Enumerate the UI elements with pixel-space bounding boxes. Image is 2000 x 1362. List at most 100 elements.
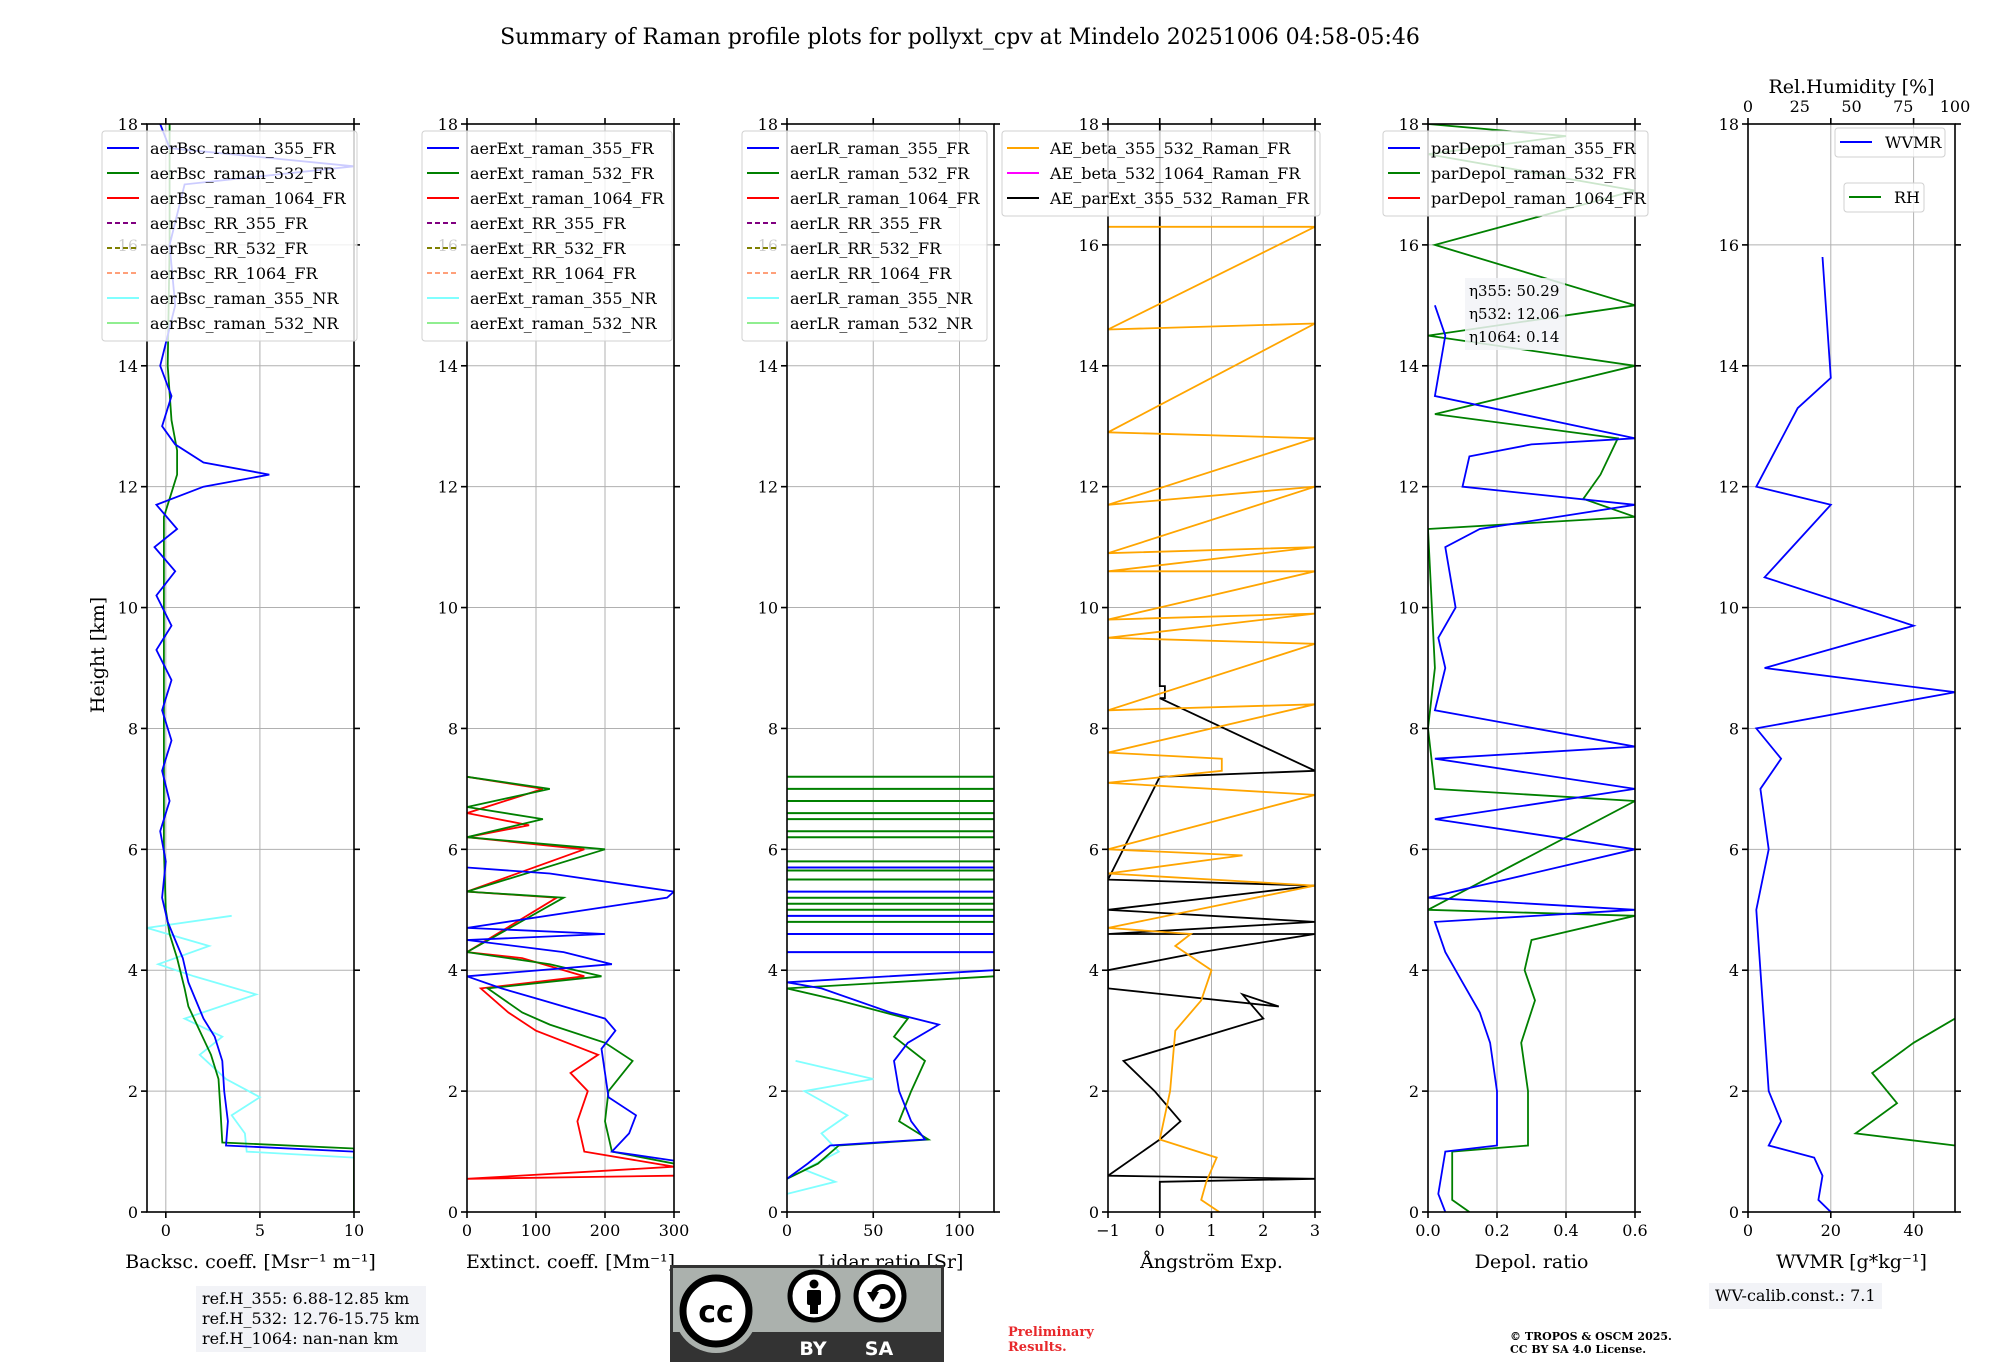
legend-label: AE_parExt_355_532_Raman_FR [1049,189,1310,208]
x-tick-label: 0.0 [1415,1221,1440,1240]
panel-wvmr: 0 20 40 0 2 4 6 8 10 12 14 16 18 WVMR [g*kg⁻¹] 0 25 50 75… [1719,76,1971,1273]
x-tick-label: 2 [1258,1221,1268,1240]
y-tick-label: 10 [438,599,458,618]
legend-label: aerExt_raman_532_FR [470,164,655,183]
attribution-person-icon [787,1269,841,1323]
y-tick-label: 14 [1719,357,1739,376]
license-by-label: BY [799,1338,826,1360]
series-aerLR_raman_355_NR [787,1060,874,1195]
y-tick-label: 18 [1719,115,1739,134]
y-tick-label: 18 [758,115,778,134]
axes-frame [1427,123,1636,1213]
cc-logo-text: cc [698,1295,734,1330]
y-tick-label: 4 [768,961,778,980]
y-tick-label: 18 [438,115,458,134]
legend-box [1834,127,1946,158]
y-tick-label: 0 [128,1203,138,1222]
y-tick-label: 8 [768,719,778,738]
x-tick-label: 20 [1821,1221,1841,1240]
x-tick-label: 300 [659,1221,690,1240]
x-tick-label: 0.2 [1484,1221,1509,1240]
ref-height-532: ref.H_532: 12.76-15.75 km [202,1309,420,1328]
plot-area [147,124,354,1212]
y-tick-label: 0 [1089,1203,1099,1222]
y-tick-label: 8 [1729,719,1739,738]
x-tick-label: 0 [1743,1221,1753,1240]
legend-label: aerExt_raman_1064_FR [470,189,665,208]
legend-label: WVMR [1885,133,1942,152]
legend-box [421,130,673,342]
legend-label: aerExt_raman_532_NR [470,314,658,333]
legend-label: aerExt_RR_1064_FR [470,264,637,283]
y-tick-label: 0 [768,1203,778,1222]
annotation-box [1465,278,1565,350]
legend-box [741,130,988,342]
y-tick-label: 4 [448,961,458,980]
y-tick-label: 10 [118,599,138,618]
x-axis-label: Extinct. coeff. [Mm⁻¹] [466,1251,675,1273]
legend-label: parDepol_raman_1064_FR [1431,189,1647,208]
preliminary-results-note: Preliminary Results. [1008,1325,1094,1355]
ref-height-355: ref.H_355: 6.88-12.85 km [202,1289,410,1308]
y-tick-label: 4 [1089,961,1099,980]
y-tick-label: 10 [758,599,778,618]
series-AE_parExt_355_532_Raman_FR [1108,124,1315,1212]
y-tick-label: 2 [448,1082,458,1101]
legend-rh: RH [1843,182,1925,213]
y-tick-label: 12 [1079,478,1099,497]
annotation-line: η1064: 0.14 [1469,328,1559,346]
legend-label: aerExt_raman_355_FR [470,139,655,158]
x-tick-label: 3 [1310,1221,1320,1240]
legend-label: aerLR_raman_532_FR [790,164,970,183]
y-tick-label: 8 [448,719,458,738]
x-tick-label: 50 [863,1221,883,1240]
y-tick-label: 12 [1399,478,1419,497]
copyright-line-2: CC BY SA 4.0 License. [1510,1343,1647,1356]
legend-label: aerBsc_raman_355_NR [150,289,339,308]
x-tick-label: 100 [944,1221,975,1240]
legend-label: aerBsc_RR_532_FR [150,239,308,258]
legend-box [1001,130,1321,217]
legend-label: aerLR_RR_1064_FR [790,264,952,283]
x-axis-label: Depol. ratio [1475,1251,1589,1273]
y-tick-label: 10 [1719,599,1739,618]
legend-label: aerExt_raman_355_NR [470,289,658,308]
secondary-x-axis-label: Rel.Humidity [%] [1768,76,1934,98]
preliminary-line-1: Preliminary [1008,1325,1094,1340]
y-tick-label: 4 [1409,961,1419,980]
x-tick-label: 0 [161,1221,171,1240]
series-aerLR_raman_532_FR [787,975,994,1180]
y-tick-label: 12 [1719,478,1739,497]
secondary-x-tick-label: 0 [1743,97,1753,116]
y-tick-label: 6 [1729,840,1739,859]
legend-label: aerExt_RR_355_FR [470,214,627,233]
legend-label: aerBsc_RR_355_FR [150,214,308,233]
series-AE_beta_355_532_Raman_FR [1108,225,1315,1212]
ref-height-1064: ref.H_1064: nan-nan km [202,1329,399,1348]
legend-label: aerLR_raman_532_NR [790,314,973,333]
cc-by-sa-license-badge: cc BY SA [670,1265,944,1362]
series-parDepol_raman_355_FR [1428,305,1635,1212]
legend-label: AE_beta_355_532_Raman_FR [1049,139,1291,158]
x-tick-label: 5 [255,1221,265,1240]
series-parDepol_raman_532_FR [1428,124,1635,1212]
legend-box [1382,130,1649,217]
y-tick-label: 0 [1409,1203,1419,1222]
y-tick-label: 2 [1409,1082,1419,1101]
panel-lidar-ratio: 050100024681012141618Lidar ratio [Sr]aer… [741,115,1000,1273]
y-tick-label: 12 [758,478,778,497]
series-WVMR [1754,256,1955,1212]
copyright-line-1: © TROPOS & OSCM 2025. [1510,1330,1672,1343]
y-tick-label: 6 [768,840,778,859]
y-tick-label: 4 [128,961,138,980]
y-tick-label: 16 [1399,236,1419,255]
legend-label: parDepol_raman_532_FR [1431,164,1637,183]
y-tick-label: 14 [758,357,778,376]
y-tick-label: 6 [1409,840,1419,859]
y-tick-label: 0 [448,1203,458,1222]
legend-label: parDepol_raman_355_FR [1431,139,1637,158]
plot-area [467,775,674,1180]
series-aerExt_raman_355_FR [467,866,674,1162]
legend-label: aerBsc_raman_355_FR [150,139,336,158]
y-tick-label: 10 [1399,599,1419,618]
